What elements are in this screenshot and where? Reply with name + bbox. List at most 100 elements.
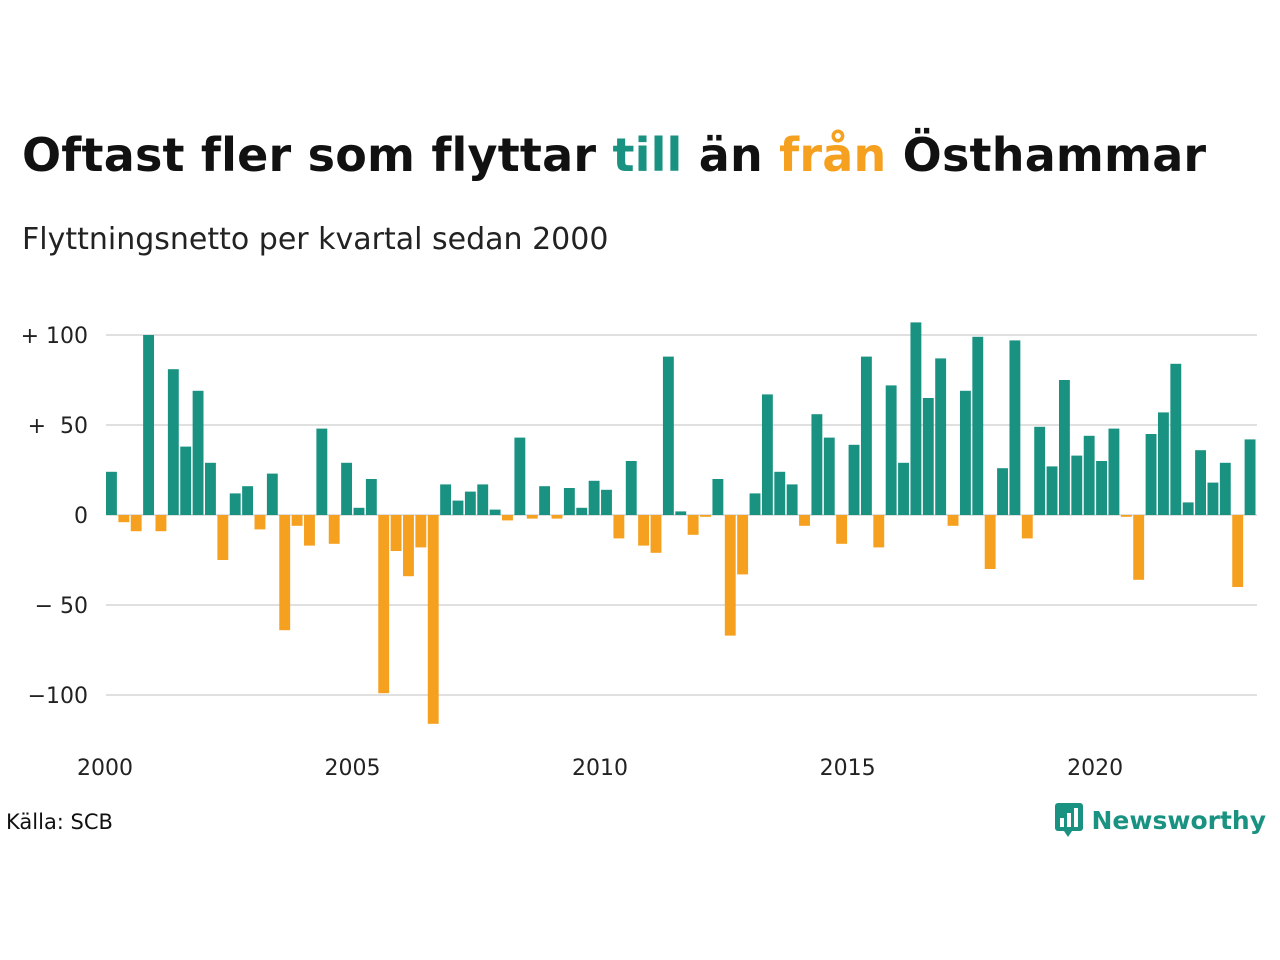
bar xyxy=(551,515,563,519)
bar xyxy=(836,515,848,544)
x-tick-label: 2005 xyxy=(325,756,381,781)
bar xyxy=(514,437,526,515)
bar xyxy=(1207,482,1219,515)
bar xyxy=(304,515,315,546)
bar xyxy=(947,515,959,526)
bar xyxy=(316,428,328,515)
bar xyxy=(1034,426,1046,515)
bar xyxy=(440,484,452,515)
bars xyxy=(106,322,1256,724)
bar xyxy=(873,515,885,548)
bar xyxy=(588,480,600,515)
y-tick-label: 0 xyxy=(74,504,88,529)
x-tick-label: 2020 xyxy=(1067,756,1123,781)
bar xyxy=(712,479,724,515)
bar xyxy=(724,515,736,636)
bar xyxy=(378,515,390,694)
bar xyxy=(1083,435,1095,515)
bar xyxy=(242,486,254,515)
bar xyxy=(502,515,513,521)
bar xyxy=(266,473,278,515)
bar xyxy=(403,515,414,577)
bar xyxy=(1182,502,1194,515)
bar xyxy=(526,515,538,519)
bar xyxy=(761,394,773,515)
bar xyxy=(984,515,996,569)
chart-title: Oftast fler som flyttar till än från Öst… xyxy=(22,128,1206,182)
bar xyxy=(1108,428,1120,515)
bar xyxy=(700,515,711,517)
bar xyxy=(910,322,922,515)
bar xyxy=(341,462,353,515)
bar xyxy=(860,356,872,515)
title-part-3: än xyxy=(682,128,780,182)
bar xyxy=(1133,515,1145,580)
bar xyxy=(848,444,860,515)
bar xyxy=(997,468,1008,515)
bar xyxy=(130,515,142,532)
bar xyxy=(650,515,662,553)
bar xyxy=(675,511,687,515)
bar xyxy=(291,515,303,526)
bar xyxy=(774,471,786,515)
bar xyxy=(1244,439,1256,515)
bar xyxy=(613,515,625,539)
bar xyxy=(1157,412,1169,515)
bar xyxy=(229,493,241,515)
y-tick-label: − 50 xyxy=(35,594,88,619)
title-highlight-till: till xyxy=(612,128,683,182)
bar xyxy=(167,369,179,515)
x-tick-label: 2000 xyxy=(77,756,133,781)
bar xyxy=(1058,380,1070,515)
bar xyxy=(1195,450,1206,515)
bar xyxy=(576,507,588,515)
bar xyxy=(1071,455,1083,515)
bar xyxy=(601,489,612,515)
bar xyxy=(217,515,229,560)
bar xyxy=(1021,515,1033,539)
y-tick-label: + 100 xyxy=(21,324,88,349)
bar xyxy=(638,515,650,546)
bar xyxy=(823,437,835,515)
bar xyxy=(563,488,575,515)
bar xyxy=(489,509,501,515)
bar xyxy=(972,336,984,515)
y-tick-label: −100 xyxy=(28,684,88,709)
bar xyxy=(625,461,637,515)
bar xyxy=(452,500,464,515)
bar xyxy=(180,446,192,515)
bar xyxy=(1145,434,1157,515)
brand-logo: Newsworthy xyxy=(1054,802,1266,838)
bar xyxy=(687,515,699,535)
bar xyxy=(415,515,427,548)
bar xyxy=(254,515,266,530)
bar xyxy=(959,390,971,515)
bar xyxy=(427,515,439,724)
bar-chart: + 100 + 50 0 − 50 −100 2000 2005 2010 2015 2020 xyxy=(21,322,1257,781)
bar xyxy=(799,515,810,526)
source-note: Källa: SCB xyxy=(6,810,113,834)
bar xyxy=(749,493,761,515)
bar xyxy=(786,484,798,515)
bar xyxy=(279,515,291,631)
bar xyxy=(1232,515,1244,587)
bar xyxy=(365,479,377,515)
y-tick-label: + 50 xyxy=(28,414,88,439)
bar xyxy=(353,507,365,515)
bar xyxy=(662,356,674,515)
bar xyxy=(935,358,947,515)
bar xyxy=(898,462,909,515)
bar xyxy=(464,491,476,515)
bar xyxy=(1120,515,1132,517)
bar xyxy=(922,398,934,515)
bar xyxy=(328,515,340,544)
bar xyxy=(1096,461,1107,515)
title-part-5: Östhammar xyxy=(886,128,1207,182)
bar xyxy=(1219,462,1231,515)
bar xyxy=(1170,363,1182,515)
chart-subtitle: Flyttningsnetto per kvartal sedan 2000 xyxy=(22,222,609,257)
bar xyxy=(1009,340,1021,515)
bar xyxy=(811,414,823,515)
bar xyxy=(885,385,897,515)
bar xyxy=(477,484,489,515)
